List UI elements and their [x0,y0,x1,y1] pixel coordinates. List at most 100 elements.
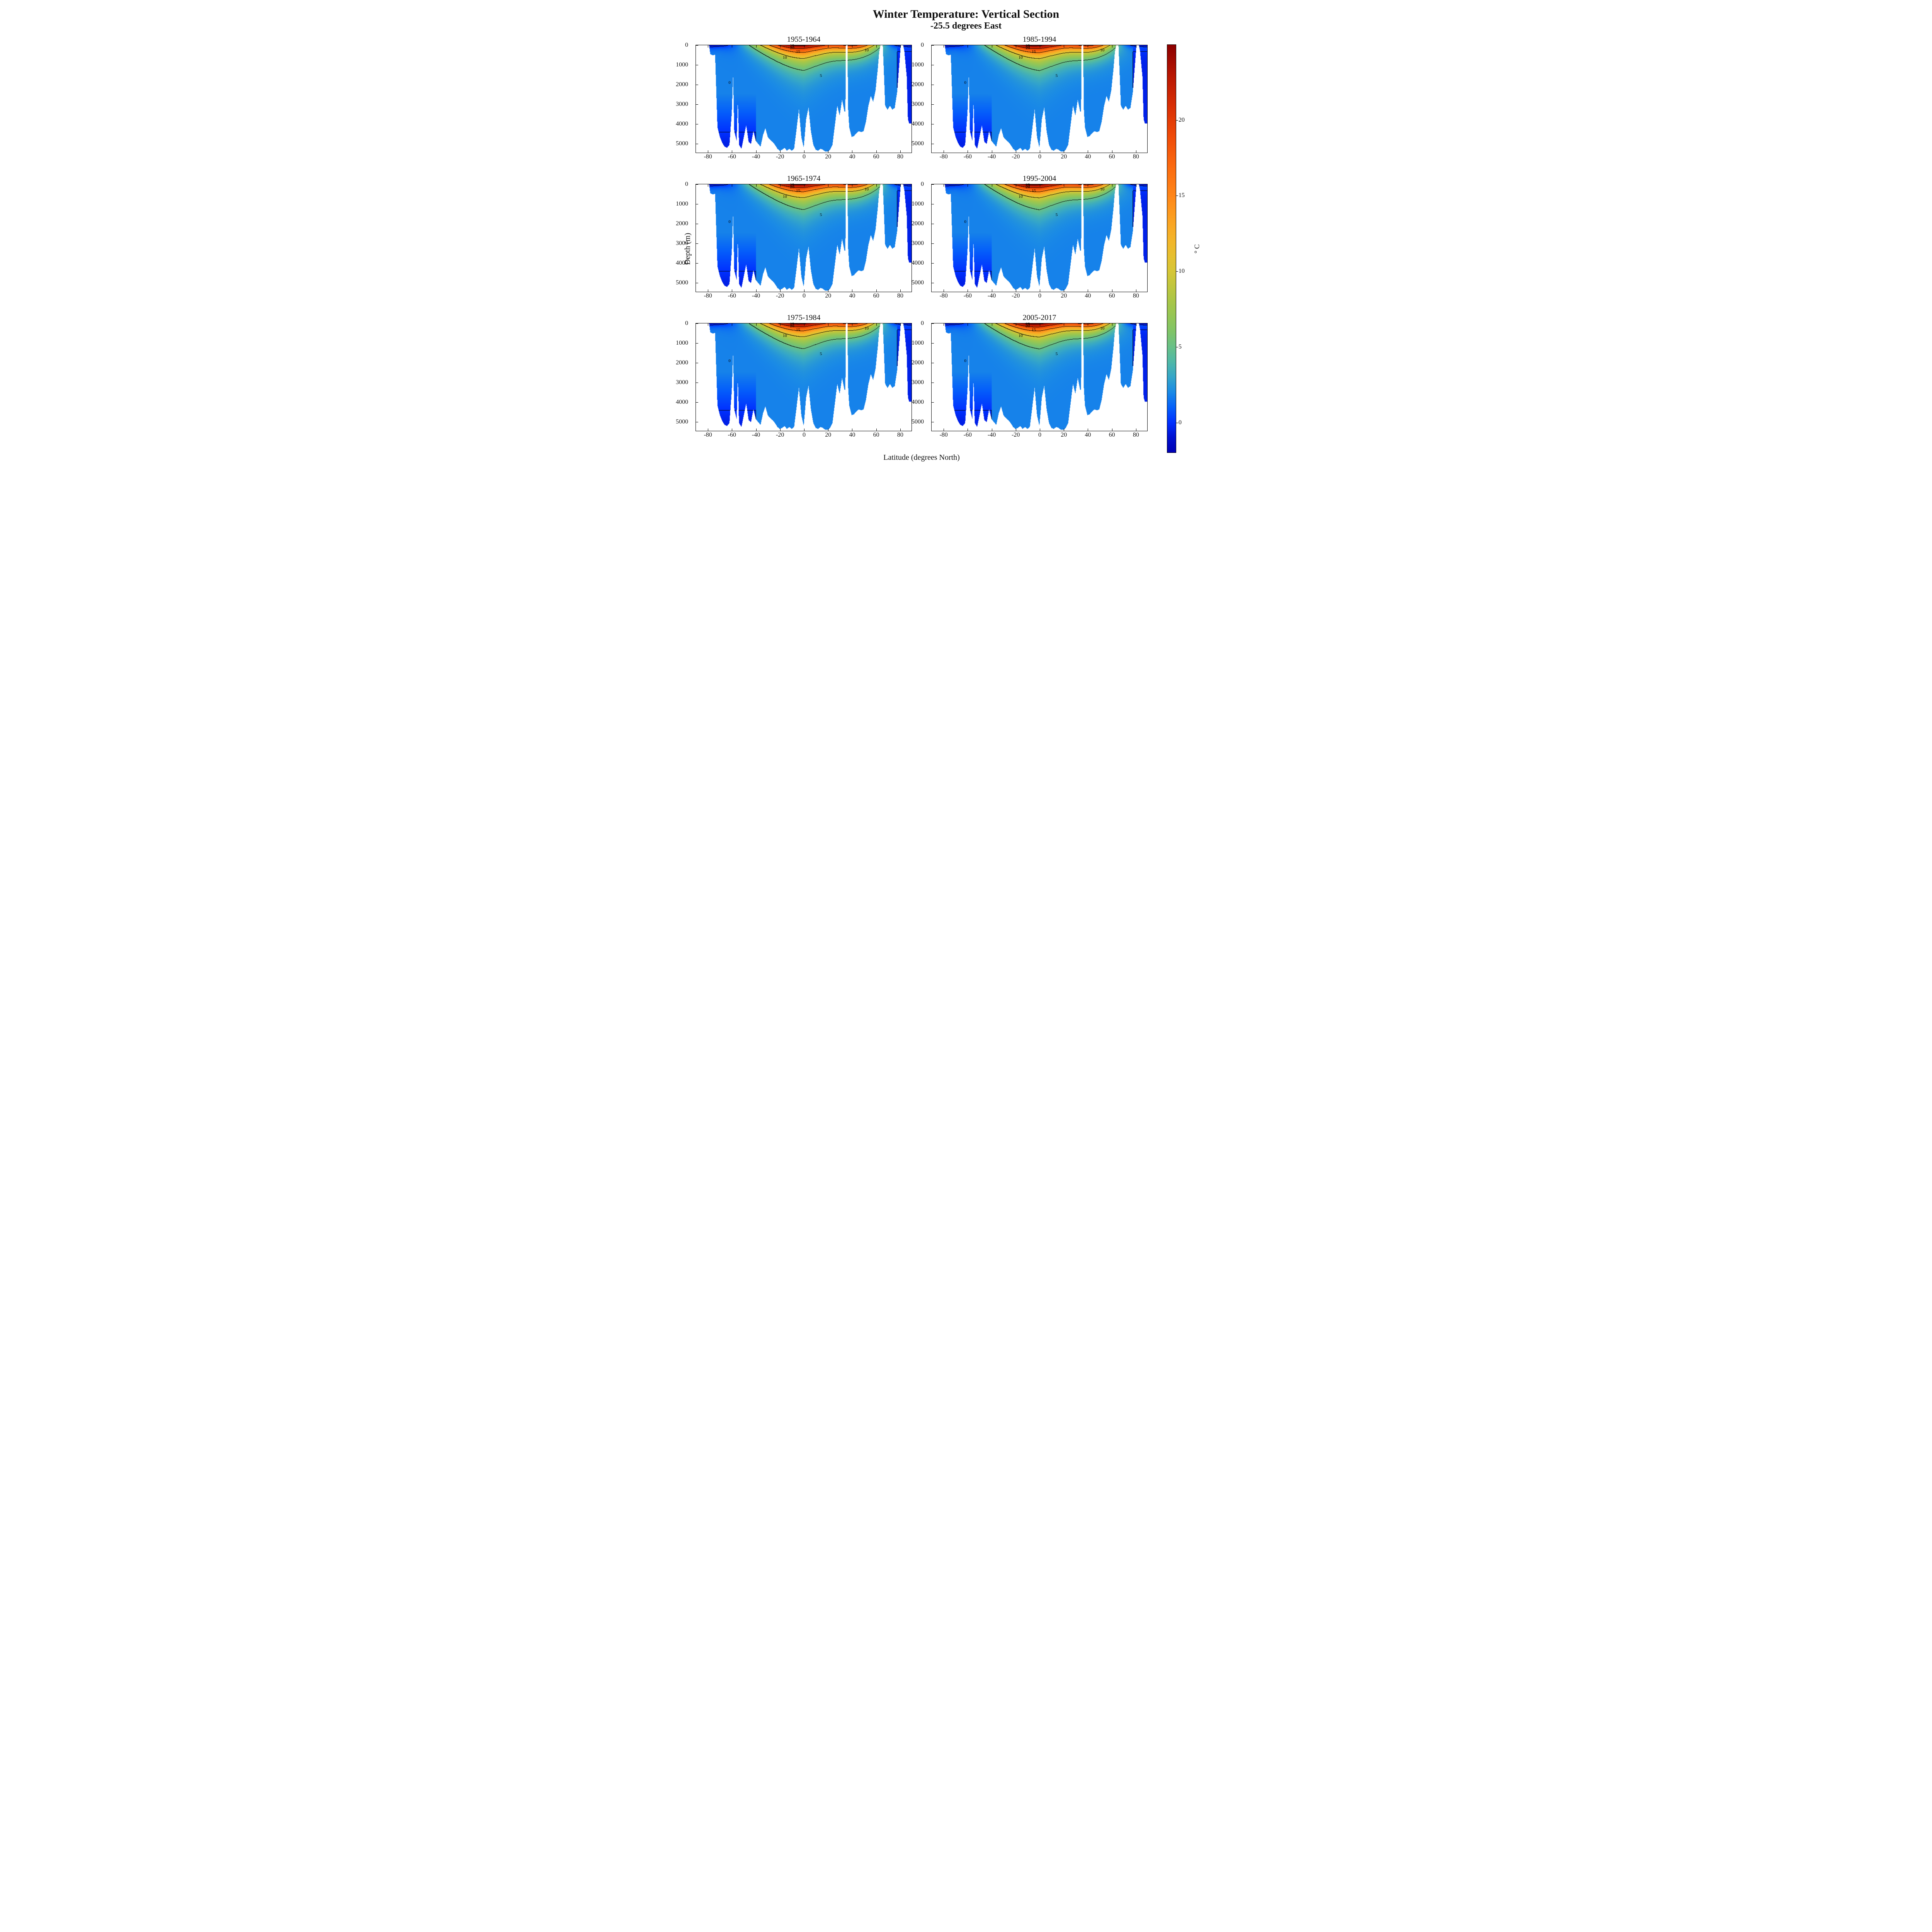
axes: -80-60-40-200204060800100020003000400050… [696,45,912,153]
x-tick-label: 80 [897,432,903,439]
x-tick-label: -40 [988,432,996,439]
panel-grid: 1955-1964-80-60-40-200204060800100020003… [696,35,1148,441]
y-tick-label: 4000 [912,399,924,406]
y-tick-label: 5000 [676,140,688,147]
y-tick-label: 0 [921,320,924,327]
y-tick-label: 5000 [676,279,688,286]
x-tick-label: -60 [728,153,736,160]
x-tick-label: -20 [776,432,784,439]
y-tick-label: 3000 [676,379,688,386]
chart-panel: 1965-1974-80-60-40-200204060800100020003… [696,174,912,302]
y-tick-label: 2000 [676,81,688,88]
x-ticks: -80-60-40-20020406080 [696,432,912,439]
figure-subtitle: -25.5 degrees East [680,21,1252,31]
y-tick-label: 4000 [676,121,688,128]
x-tick-label: 80 [1133,432,1139,439]
y-tick-label: 2000 [676,359,688,366]
axes: -80-60-40-200204060800100020003000400050… [931,45,1148,153]
section-canvas [932,184,1147,292]
x-tick-label: -40 [752,293,760,299]
x-tick-label: 80 [897,293,903,299]
x-tick-label: -60 [964,293,972,299]
y-tick-label: 4000 [912,121,924,128]
x-tick-label: 80 [1133,293,1139,299]
y-tick-label: 0 [685,181,688,188]
x-tick-label: 20 [825,432,831,439]
panel-title: 1975-1984 [696,313,912,322]
chart-panel: 1985-1994-80-60-40-200204060800100020003… [931,35,1148,163]
colorbar-tick-label: 0 [1179,419,1182,426]
y-tick-label: 1000 [676,201,688,207]
y-tick-label: 3000 [912,101,924,108]
x-tick-label: 60 [873,432,879,439]
y-tick-label: 3000 [912,240,924,247]
x-tick-label: 0 [1038,293,1041,299]
x-tick-label: -80 [939,432,947,439]
section-canvas [696,184,912,292]
x-tick-label: -20 [776,153,784,160]
x-ticks: -80-60-40-20020406080 [932,432,1147,439]
y-tick-label: 4000 [676,260,688,267]
axes: -80-60-40-200204060800100020003000400050… [931,323,1148,431]
panel-title: 2005-2017 [931,313,1148,322]
x-axis-label: Latitude (degrees North) [696,453,1148,462]
x-tick-label: -20 [1012,153,1020,160]
panel-title: 1985-1994 [931,35,1148,44]
x-tick-label: -80 [939,153,947,160]
y-tick-label: 2000 [912,220,924,227]
chart-panel: 2005-2017-80-60-40-200204060800100020003… [931,313,1148,441]
x-tick-label: -60 [964,432,972,439]
y-tick-label: 1000 [676,340,688,347]
chart-panel: 1955-1964-80-60-40-200204060800100020003… [696,35,912,163]
x-tick-label: 40 [849,432,855,439]
y-tick-label: 3000 [912,379,924,386]
x-ticks: -80-60-40-20020406080 [696,153,912,161]
y-tick-label: 1000 [912,340,924,347]
colorbar-label: ° C [1193,244,1201,253]
x-tick-label: 0 [1038,153,1041,160]
y-tick-label: 4000 [676,399,688,406]
x-tick-label: -60 [728,432,736,439]
x-tick-label: 20 [1061,293,1067,299]
chart-panel: 1975-1984-80-60-40-200204060800100020003… [696,313,912,441]
x-tick-label: -40 [752,432,760,439]
colorbar-tick-label: 5 [1179,344,1182,350]
colorbar-tick-label: 15 [1179,192,1185,199]
colorbar-ticks: 0 5 10 15 20 [1176,44,1192,453]
x-tick-label: 60 [873,153,879,160]
x-tick-label: -40 [988,293,996,299]
section-canvas [932,45,1147,153]
x-tick-label: -80 [704,153,712,160]
x-tick-label: 20 [1061,153,1067,160]
y-tick-label: 5000 [676,418,688,425]
y-tick-label: 2000 [912,81,924,88]
x-tick-label: 20 [825,153,831,160]
section-canvas [932,323,1147,431]
y-tick-label: 2000 [912,359,924,366]
section-canvas [696,45,912,153]
colorbar-gradient [1167,44,1176,453]
x-tick-label: -40 [752,153,760,160]
x-tick-label: 80 [897,153,903,160]
x-tick-label: 60 [873,293,879,299]
x-ticks: -80-60-40-20020406080 [932,293,1147,300]
colorbar-tick-label: 20 [1179,117,1185,124]
x-tick-label: 0 [803,432,806,439]
x-tick-label: -60 [728,293,736,299]
colorbar-tick-label: 10 [1179,268,1185,275]
y-tick-label: 0 [921,181,924,188]
x-tick-label: 0 [803,293,806,299]
y-tick-label: 1000 [912,201,924,207]
x-tick-label: -80 [939,293,947,299]
axes: -80-60-40-200204060800100020003000400050… [696,323,912,431]
x-tick-label: 0 [803,153,806,160]
x-tick-label: -20 [1012,293,1020,299]
panel-title: 1965-1974 [696,174,912,183]
x-tick-label: 40 [849,293,855,299]
section-canvas [696,323,912,431]
x-ticks: -80-60-40-20020406080 [932,153,1147,161]
y-tick-label: 3000 [676,240,688,247]
x-tick-label: 60 [1109,153,1115,160]
x-tick-label: -40 [988,153,996,160]
x-tick-label: 20 [1061,432,1067,439]
